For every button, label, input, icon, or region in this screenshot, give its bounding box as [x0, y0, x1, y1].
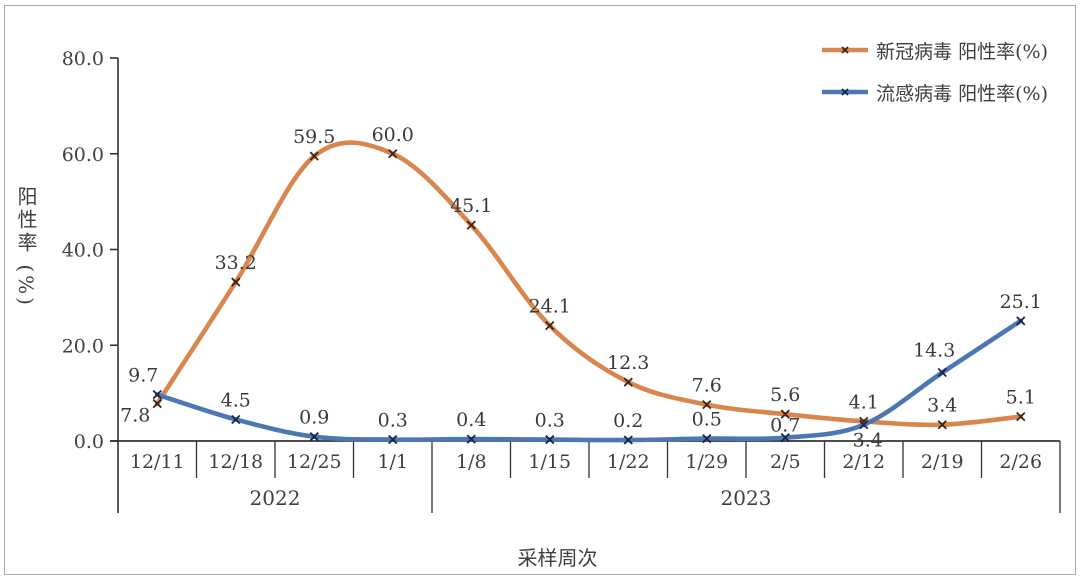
data-label: 25.1: [1000, 291, 1042, 313]
data-label: 24.1: [529, 296, 571, 318]
data-point-marker: [623, 435, 633, 445]
data-label: 60.0: [372, 124, 414, 146]
data-point-marker: [466, 220, 476, 230]
data-point-marker: [1016, 411, 1026, 422]
data-label: 5.6: [770, 384, 800, 406]
data-label: 0.3: [378, 410, 408, 432]
data-label: 4.1: [849, 391, 879, 413]
x-tick-label: 2/12: [842, 451, 885, 473]
x-tick-label: 1/1: [377, 451, 408, 473]
data-label: 4.5: [221, 389, 251, 411]
y-tick-label: 0.0: [74, 431, 104, 453]
year-group-label: 2023: [721, 486, 772, 510]
data-point-marker: [545, 434, 555, 445]
data-point-marker: [231, 414, 241, 425]
data-point-marker: [545, 320, 555, 331]
data-label: 59.5: [293, 126, 335, 148]
x-tick-label: 12/11: [130, 451, 185, 473]
data-label: 0.5: [692, 409, 722, 431]
data-label: 9.7: [128, 365, 158, 387]
x-tick-label: 1/15: [528, 451, 571, 473]
data-label: 14.3: [913, 340, 955, 362]
data-label: 0.3: [535, 410, 565, 432]
data-point-marker: [780, 433, 790, 443]
data-point-marker: [937, 367, 947, 378]
data-point-marker: [388, 149, 398, 159]
data-point-marker: [1016, 316, 1026, 326]
legend-x-marker: [841, 88, 849, 96]
data-label: 0.9: [299, 407, 329, 429]
data-point-marker: [623, 377, 633, 387]
data-label: 7.6: [692, 375, 722, 397]
y-axis-title: 阳性率 (%): [14, 186, 38, 308]
data-label: 5.1: [1006, 387, 1036, 409]
legend: 新冠病毒 阳性率(%) 流感病毒 阳性率(%): [822, 36, 1048, 106]
data-point-marker: [937, 420, 947, 430]
x-tick-label: 12/18: [208, 451, 263, 473]
data-label: 45.1: [450, 195, 492, 217]
y-tick-label: 80.0: [62, 48, 104, 70]
data-point-marker: [702, 399, 712, 410]
covid-line-sample-icon: [822, 46, 869, 54]
data-label: 0.4: [456, 409, 486, 431]
legend-item-covid: 新冠病毒 阳性率(%): [822, 36, 1048, 64]
legend-x-marker: [841, 46, 849, 54]
x-tick-label: 12/25: [287, 451, 342, 473]
legend-label-flu: 流感病毒 阳性率(%): [876, 82, 1048, 105]
data-point-marker: [309, 151, 319, 161]
x-tick-label: 2/26: [999, 451, 1042, 473]
image-frame: [4, 5, 1076, 575]
data-point-marker: [152, 389, 162, 400]
series-line-1: [154, 318, 1024, 443]
data-point-marker: [859, 420, 869, 430]
data-point-marker: [231, 277, 241, 287]
data-label: 0.7: [770, 415, 800, 437]
x-tick-label: 2/19: [921, 451, 964, 473]
y-tick-label: 60.0: [62, 144, 104, 166]
legend-label-covid: 新冠病毒 阳性率(%): [876, 40, 1048, 63]
flu-line-sample-icon: [822, 88, 869, 96]
legend-item-flu: 流感病毒 阳性率(%): [822, 78, 1048, 106]
data-label: 33.2: [215, 252, 257, 274]
x-axis-title: 采样周次: [517, 546, 598, 570]
data-label: 12.3: [607, 352, 649, 374]
x-tick-label: 1/8: [456, 451, 487, 473]
y-tick-label: 20.0: [62, 335, 104, 357]
data-point-marker: [309, 432, 319, 442]
data-label: 7.8: [120, 405, 150, 427]
data-point-marker: [152, 399, 162, 409]
data-point-marker: [466, 434, 476, 444]
series-line-0: [154, 140, 1024, 428]
data-point-marker: [702, 433, 712, 444]
year-group-label: 2022: [250, 486, 301, 510]
data-point-marker: [780, 409, 790, 419]
data-label: 3.4: [927, 395, 957, 417]
x-tick-label: 1/29: [685, 451, 728, 473]
x-tick-label: 1/22: [607, 451, 650, 473]
data-point-marker: [388, 434, 398, 445]
data-label: 3.4: [853, 430, 883, 452]
y-tick-label: 40.0: [62, 240, 104, 262]
x-tick-label: 2/5: [770, 451, 801, 473]
data-label: 0.2: [613, 410, 643, 432]
